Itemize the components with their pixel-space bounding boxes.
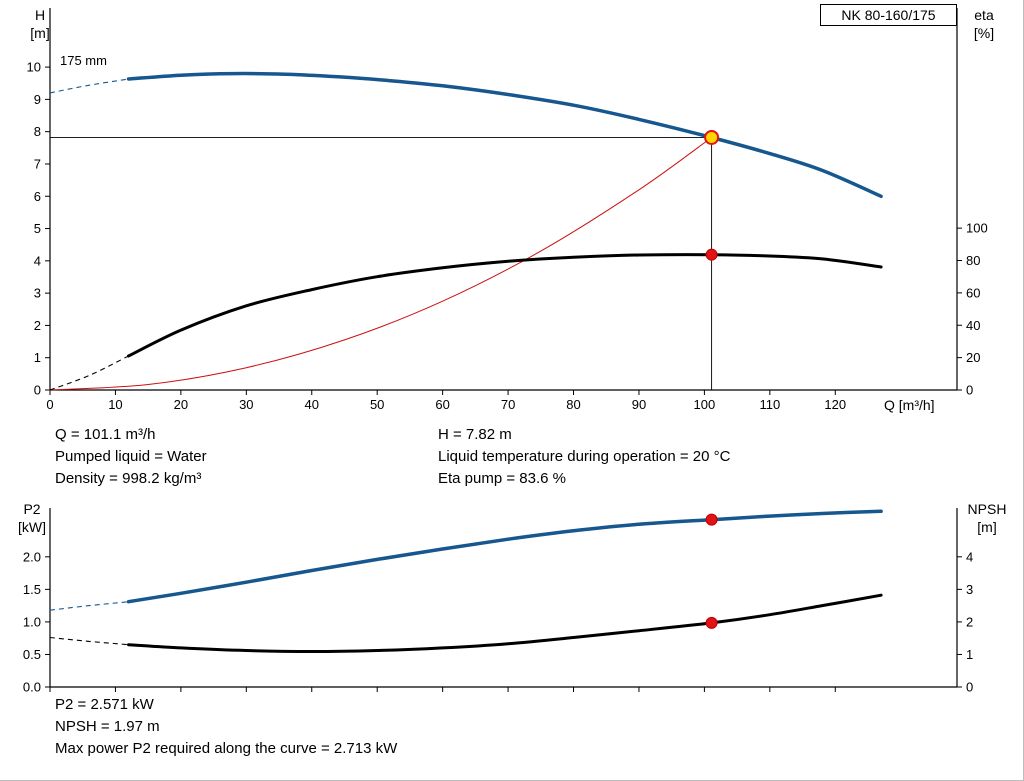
y-left-tick-label: 6 [34,189,41,204]
y-right-tick-label: 0 [966,383,973,398]
eta-pump-line: Eta pump = 83.6 % [438,470,566,487]
liquid-temperature-line: Liquid temperature during operation = 20… [438,448,731,465]
x-tick-label: 90 [632,397,646,412]
x-tick-label: 10 [108,397,122,412]
operating-data-left-column: Q = 101.1 m³/h Pumped liquid = Water Den… [55,424,207,490]
power-curve [126,509,883,604]
x-tick-label: 110 [759,397,780,412]
y-right-tick-label: 60 [966,285,980,300]
head-curve [126,71,883,199]
p2-axis-unit: [kW] [18,519,46,535]
density-line: Density = 998.2 kg/m³ [55,470,202,487]
y-left-tick-label: 0.5 [23,647,41,662]
y-right-tick-label: 1 [966,647,973,662]
duty-point-power [705,513,718,526]
x-tick-label: 40 [305,397,319,412]
y-right-tick-label: 100 [966,221,988,236]
x-tick-label: 20 [174,397,188,412]
head-and-efficiency-chart: 0 10 20 30 40 50 60 70 80 90 100 110 120012345678910… [27,8,988,412]
npsh-curve-extrapolated [49,636,129,646]
efficiency-curve [127,253,883,358]
efficiency-curve-extrapolated [49,355,129,391]
y-left-tick-label: 4 [34,253,41,268]
x-tick-label: 100 [694,397,716,412]
max-power-line: Max power P2 required along the curve = … [55,740,398,757]
pump-model-badge: NK 80-160/175 [820,4,957,26]
npsh-curve [127,593,883,654]
y-right-tick-label: 40 [966,318,980,333]
h-axis-unit: [m] [30,25,50,41]
eta-axis-unit: [%] [973,25,995,41]
eta-axis-quantity: eta [974,7,994,23]
y-left-tick-label: 5 [34,221,41,236]
y-right-tick-label: 20 [966,350,980,365]
y-left-tick-label: 2 [34,318,41,333]
duty-point-head [704,129,720,145]
y-left-tick-label: 0 [34,383,41,398]
x-tick-label: 0 [46,397,53,412]
x-tick-label: 80 [566,397,580,412]
p2-axis-label: P2 [kW] [10,500,54,536]
y-left-tick-label: 9 [34,92,41,107]
npsh-value-line: NPSH = 1.97 m [55,718,160,735]
power-curve-extrapolated [49,601,129,611]
y-right-tick-label: 80 [966,253,980,268]
npsh-axis-quantity: NPSH [967,501,1007,517]
pumped-liquid-line: Pumped liquid = Water [55,448,207,465]
y-left-tick-label: 10 [27,60,41,75]
x-tick-label: 70 [501,397,515,412]
eta-axis-label: eta [%] [962,6,1006,42]
duty-point-npsh [705,616,718,629]
y-left-tick-label: 1.0 [23,614,41,629]
x-tick-label: 30 [239,397,253,412]
h-value-line: H = 7.82 m [438,426,512,443]
power-and-npsh-chart: 0.0 0.5 1.0 1.5 2.0 0 1 2 3 4 [23,508,973,695]
head-curve-extrapolated [49,78,129,94]
operating-data-right-column: H = 7.82 m Liquid temperature during ope… [438,424,730,490]
y-right-tick-label: 0 [966,680,973,695]
npsh-axis-unit: [m] [977,519,997,535]
x-tick-label: 120 [824,397,846,412]
duty-point-efficiency [705,248,718,261]
x-tick-label: 50 [370,397,384,412]
system-curve [49,137,713,391]
impeller-diameter-label: 175 mm [60,53,107,68]
h-axis-label: H [m] [20,6,60,42]
p2-axis-quantity: P2 [23,501,41,517]
y-right-tick-label: 3 [966,582,973,597]
power-results-block: P2 = 2.571 kW NPSH = 1.97 m Max power P2… [55,694,397,760]
y-left-tick-label: 0.0 [23,680,41,695]
y-right-tick-label: 2 [966,614,973,629]
h-axis-quantity: H [34,7,46,23]
y-right-tick-label: 4 [966,549,973,564]
y-left-tick-label: 3 [34,286,41,301]
x-tick-label: 60 [435,397,449,412]
y-left-tick-label: 7 [34,156,41,171]
y-left-tick-label: 1 [34,350,41,365]
y-left-tick-label: 8 [34,124,41,139]
q-value-line: Q = 101.1 m³/h [55,426,156,443]
q-axis-label: Q [m³/h] [884,397,935,413]
y-left-tick-label: 2.0 [23,549,41,564]
p2-value-line: P2 = 2.571 kW [55,696,154,713]
npsh-axis-label: NPSH [m] [962,500,1012,536]
y-left-tick-label: 1.5 [23,582,41,597]
